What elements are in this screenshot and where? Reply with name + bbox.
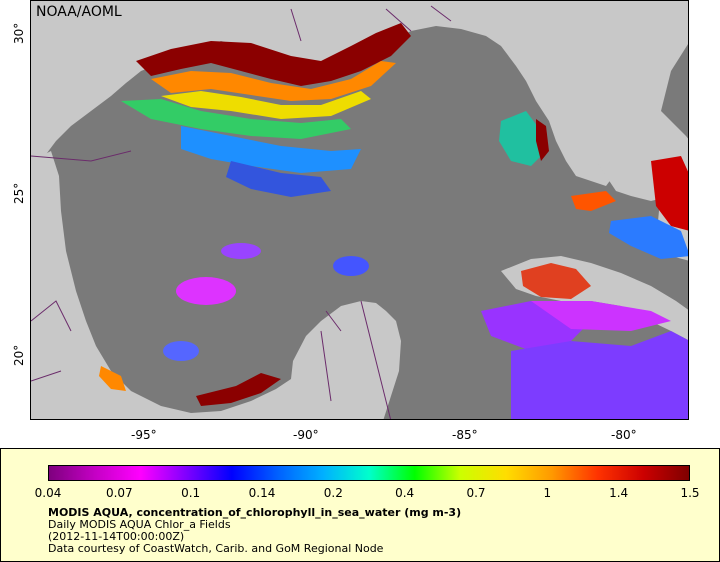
lat-label-25: 25° (12, 182, 26, 204)
legend-title: MODIS AQUA, concentration_of_chlorophyll… (48, 506, 462, 519)
land-mexico (31, 151, 401, 419)
lat-label-20: 20° (12, 344, 26, 366)
legend-line-3: Data courtesy of CoastWatch, Carib. and … (48, 542, 384, 555)
bloom-campeche (196, 373, 281, 406)
bloom-cuba-north (521, 263, 591, 299)
lon-label-90: -90° (293, 428, 319, 442)
lon-label-95: -95° (131, 428, 157, 442)
bloom-cyan-band (181, 126, 361, 173)
border-lines (31, 5, 452, 419)
colorbar-tick-label: 0.7 (466, 486, 486, 500)
bloom-orange-band (151, 61, 396, 101)
lon-label-80: -80° (611, 428, 637, 442)
bloom-green-band (121, 99, 351, 139)
bloom-veracruz (99, 366, 126, 391)
bloom-yellow-band (161, 91, 371, 119)
lon-label-85: -85° (452, 428, 478, 442)
bloom-caribbean-magenta (531, 301, 671, 331)
lat-label-30: 30° (12, 22, 26, 44)
bloom-northern-gulf (136, 23, 411, 86)
bloom-central-magenta (176, 277, 236, 305)
colorbar-tick-label: 1.4 (609, 486, 629, 500)
bloom-caribbean (511, 331, 688, 419)
legend-panel: 0.04 0.07 0.1 0.14 0.2 0.4 0.7 1 1.4 1.5 MODIS AQ… (0, 448, 720, 562)
bloom-florida-coast (536, 119, 549, 161)
colorbar-tick-label: 0.1 (181, 486, 201, 500)
bloom-keys (571, 191, 616, 211)
bloom-central-purple (221, 243, 261, 259)
colorbar-tick-label: 1 (543, 486, 552, 500)
map-canvas (31, 1, 688, 419)
map-frame (30, 0, 689, 420)
legend-line-1: Daily MODIS AQUA Chlor_a Fields (48, 518, 231, 531)
colorbar-tick-label: 0.04 (34, 486, 62, 500)
colorbar-tick-label: 0.4 (395, 486, 415, 500)
colorbar-tick-label: 0.07 (105, 486, 133, 500)
bloom-bahamas (651, 156, 688, 231)
bloom-west-blue (163, 341, 199, 361)
colorbar-tick-label: 0.14 (248, 486, 276, 500)
bloom-florida-shelf (499, 111, 546, 166)
bloom-deepblue-band (226, 161, 331, 197)
colorbar-tick-label: 1.5 (680, 486, 700, 500)
legend-line-2: (2012-11-14T00:00:00Z) (48, 530, 185, 543)
bloom-central-blue (333, 256, 369, 276)
bloom-bahamas-blue (609, 216, 688, 259)
colorbar-tick-label: 0.2 (323, 486, 343, 500)
colorbar (48, 465, 690, 481)
source-label: NOAA/AOML (36, 4, 122, 20)
